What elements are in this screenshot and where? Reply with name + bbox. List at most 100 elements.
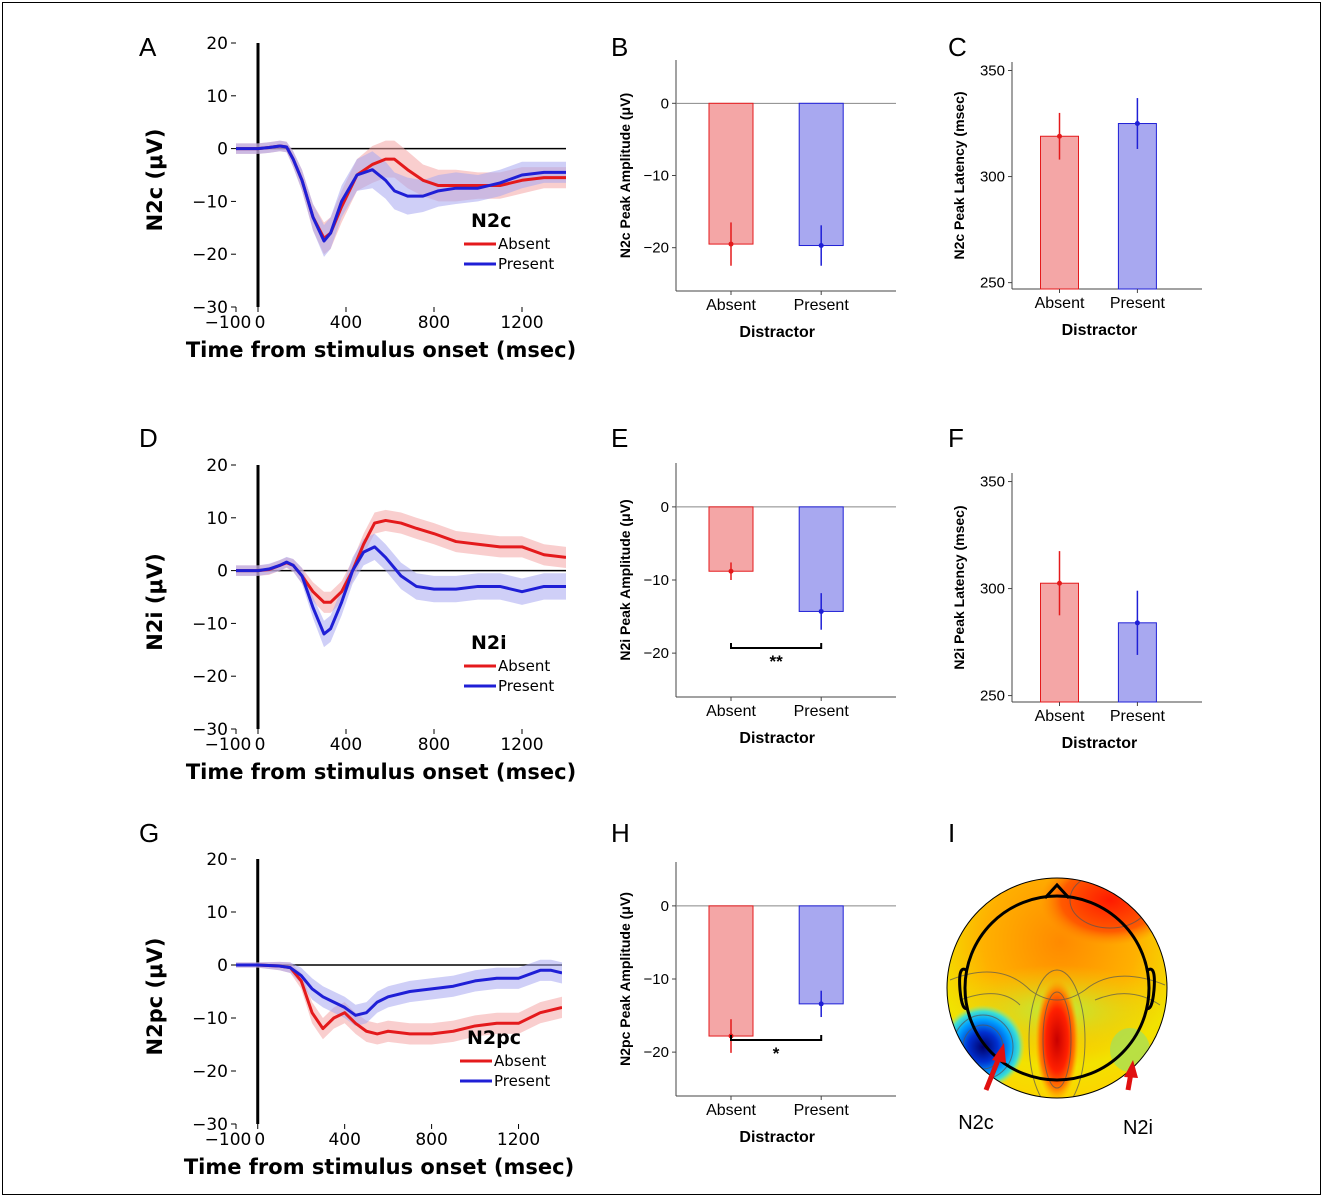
panel-letter-D: D bbox=[139, 423, 158, 453]
series-group bbox=[236, 959, 562, 1045]
panel-I-topomap: N2c N2i bbox=[946, 877, 1168, 1139]
y-axis-label: N2i Peak Latency (msec) bbox=[951, 505, 967, 669]
topo-outline bbox=[946, 877, 1168, 1099]
head-outline bbox=[958, 882, 1156, 1082]
x-axis-label: Distractor bbox=[1062, 735, 1138, 752]
bar-absent bbox=[708, 506, 754, 572]
arrow-n2c-head bbox=[992, 1043, 1006, 1063]
y-axis-label: N2pc Peak Amplitude (μV) bbox=[617, 892, 633, 1066]
significance-marker: ** bbox=[769, 652, 783, 671]
panel-C-bars: 350 300 250 Absent Present Distractor N2c Peak… bbox=[951, 62, 1202, 339]
xtick-label-present: Present bbox=[794, 297, 850, 314]
ytick-label: 350 bbox=[980, 474, 1005, 491]
mean-point-absent bbox=[1057, 580, 1062, 586]
ytick-label: 10 bbox=[206, 87, 228, 107]
bar-absent bbox=[708, 905, 754, 1037]
legend-label-present: Present bbox=[498, 255, 554, 273]
panel-F-bars: 350 300 250 Absent Present Distractor N2i Peak… bbox=[951, 473, 1202, 752]
x-axis-label: Time from stimulus onset (msec) bbox=[186, 760, 576, 784]
xtick-label: 400 bbox=[330, 735, 362, 755]
xtick-label: 1200 bbox=[500, 735, 543, 755]
xtick-label-absent: Absent bbox=[1035, 708, 1085, 725]
panel-letter-A: A bbox=[139, 32, 157, 62]
panel-letter-B: B bbox=[611, 32, 628, 62]
panel-H-bars: 0 −10 −20 Absent Present Distractor N2pc Peak … bbox=[617, 862, 896, 1146]
panel-letter-G: G bbox=[139, 818, 159, 848]
legend-label-present: Present bbox=[498, 677, 554, 695]
ytick-label: −10 bbox=[192, 614, 228, 634]
x-axis-label: Distractor bbox=[739, 1129, 815, 1146]
y-axis-label: N2pc (μV) bbox=[143, 938, 167, 1056]
topo-label-n2c: N2c bbox=[958, 1112, 994, 1134]
legend-label-absent: Absent bbox=[498, 235, 550, 253]
xtick-label-present: Present bbox=[794, 1102, 850, 1119]
ytick-label: −20 bbox=[192, 245, 228, 265]
panel-letter-I: I bbox=[948, 818, 955, 848]
ytick-label: −20 bbox=[192, 667, 228, 687]
ytick-label: −10 bbox=[644, 971, 669, 988]
mean-point-absent bbox=[728, 241, 734, 247]
mean-point-present bbox=[1134, 620, 1140, 626]
legend-title: N2c bbox=[471, 210, 511, 232]
series-line-present bbox=[236, 963, 562, 1017]
significance-bracket bbox=[730, 1035, 823, 1041]
series-line-present bbox=[236, 144, 566, 243]
xtick-label-absent: Absent bbox=[1035, 295, 1085, 312]
ytick-label: −30 bbox=[192, 1115, 228, 1135]
y-axis-label: N2i (μV) bbox=[143, 553, 167, 651]
ytick-label: 0 bbox=[217, 562, 228, 582]
xtick-label: 800 bbox=[418, 735, 450, 755]
ytick-label: 300 bbox=[980, 169, 1005, 186]
ytick-label: −20 bbox=[644, 1044, 669, 1061]
xtick-label: 800 bbox=[418, 313, 450, 333]
bar-absent bbox=[708, 102, 754, 245]
topo-label-n2i: N2i bbox=[1123, 1117, 1153, 1139]
series-line-present bbox=[236, 545, 566, 636]
ytick-label: −10 bbox=[192, 192, 228, 212]
mean-point-absent bbox=[1057, 133, 1062, 139]
y-axis-label: N2c Peak Latency (msec) bbox=[951, 91, 967, 259]
legend-label-absent: Absent bbox=[498, 657, 550, 675]
legend-label-present: Present bbox=[494, 1072, 550, 1090]
ytick-label: −20 bbox=[644, 240, 669, 257]
ytick-label: 0 bbox=[217, 956, 228, 976]
xtick-label-absent: Absent bbox=[706, 703, 756, 720]
ytick-label: 0 bbox=[661, 95, 669, 112]
ytick-label: −30 bbox=[192, 298, 228, 318]
x-axis-label: Time from stimulus onset (msec) bbox=[184, 1155, 574, 1179]
x-axis-label: Distractor bbox=[739, 324, 815, 341]
xtick-label-present: Present bbox=[794, 703, 850, 720]
y-axis-label: N2i Peak Amplitude (μV) bbox=[617, 499, 633, 660]
ytick-label: 0 bbox=[661, 499, 669, 516]
xtick-label: 0 bbox=[254, 1130, 265, 1150]
ytick-label: 350 bbox=[980, 62, 1005, 79]
legend-title: N2pc bbox=[467, 1027, 521, 1049]
legend-label-absent: Absent bbox=[494, 1052, 546, 1070]
panel-letter-H: H bbox=[611, 818, 630, 848]
xtick-label-absent: Absent bbox=[706, 297, 756, 314]
mean-point-present bbox=[818, 1001, 824, 1007]
xtick-label: 1200 bbox=[497, 1130, 540, 1150]
xtick-label: −100 bbox=[205, 1130, 252, 1150]
x-axis-label: Distractor bbox=[1062, 322, 1138, 339]
panel-B-bars: 0 −10 −20 Absent Present Distractor N2c Peak A… bbox=[617, 60, 896, 341]
xtick-label: 800 bbox=[415, 1130, 447, 1150]
ytick-label: 10 bbox=[206, 903, 228, 923]
xtick-label: −100 bbox=[205, 735, 252, 755]
ytick-label: −10 bbox=[644, 572, 669, 589]
x-axis-label: Time from stimulus onset (msec) bbox=[186, 338, 576, 362]
topo-right-patch bbox=[1110, 1028, 1150, 1072]
ytick-label: 0 bbox=[661, 898, 669, 915]
panel-E-bars: 0 −10 −20 Absent Present Distractor N2i Peak A… bbox=[617, 463, 896, 747]
significance-bracket bbox=[730, 643, 823, 649]
ytick-label: −20 bbox=[644, 645, 669, 662]
series-group bbox=[236, 509, 566, 648]
ytick-label: −20 bbox=[192, 1062, 228, 1082]
red-arrows bbox=[983, 1043, 1138, 1091]
ytick-label: −10 bbox=[644, 168, 669, 185]
ytick-label: 20 bbox=[206, 456, 228, 476]
